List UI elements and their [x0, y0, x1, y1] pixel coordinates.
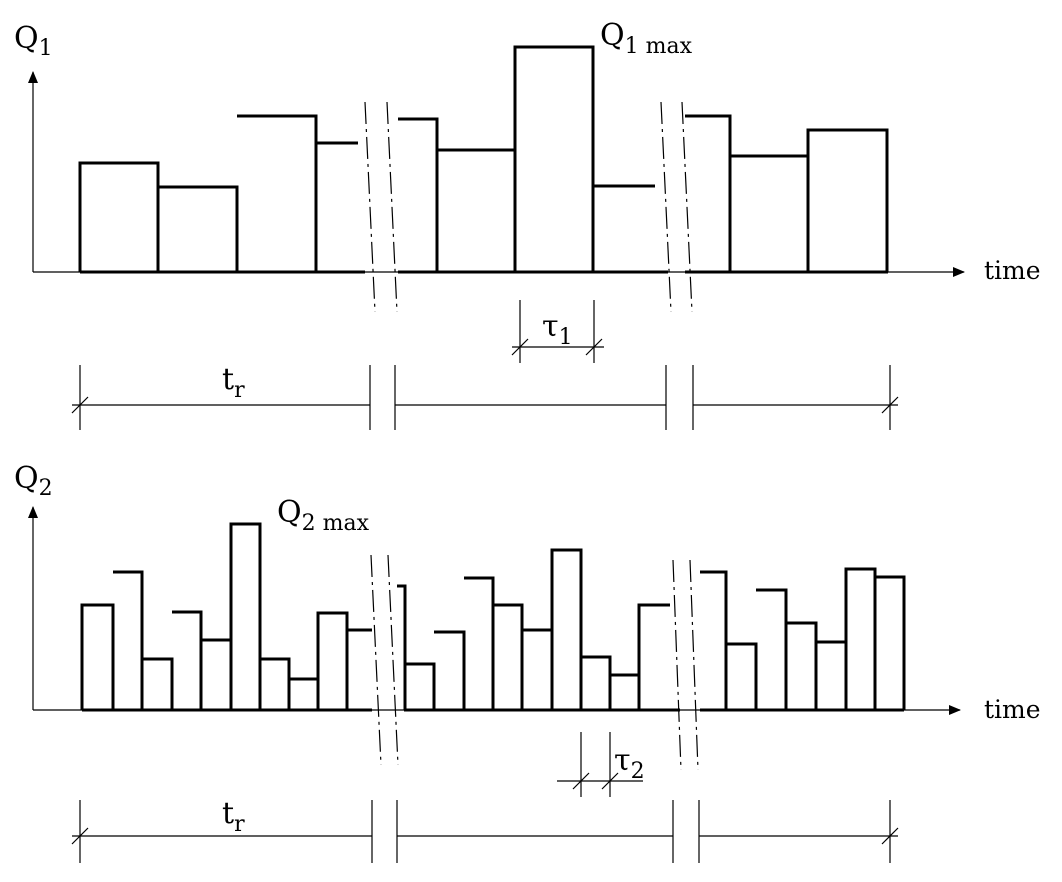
bottom-bar: [700, 570, 728, 710]
bottom-bar-max: [229, 522, 262, 710]
bottom-bar: [522, 628, 554, 710]
bottom-tr-label: tr: [222, 796, 245, 837]
bottom-bar: [756, 588, 788, 710]
top-bar: [158, 185, 239, 272]
bottom-break-line: [387, 554, 399, 766]
top-max-label: Q1 max: [600, 18, 693, 59]
bottom-tau-dimension: τ2: [557, 732, 645, 797]
bottom-bar: [80, 603, 115, 710]
bottom-bar: [172, 610, 203, 710]
top-x-axis-label: time: [984, 256, 1041, 285]
bottom-bar: [464, 576, 495, 710]
top-break-line: [681, 101, 693, 313]
bottom-bar: [637, 603, 670, 710]
top-bar-max: [513, 45, 595, 272]
bottom-bar: [397, 584, 407, 710]
top-tau-dimension: τ1: [511, 300, 604, 363]
bottom-bar: [875, 575, 906, 710]
bottom-bar: [786, 621, 818, 710]
top-bar: [237, 114, 318, 272]
bottom-bar: [201, 638, 233, 710]
top-bar: [806, 128, 889, 272]
bottom-tau-label: τ2: [614, 743, 645, 784]
bottom-bar: [260, 657, 291, 710]
bottom-bar: [142, 657, 174, 710]
bottom-bar: [316, 611, 349, 710]
top-bar: [398, 117, 439, 272]
top-break-line: [660, 101, 672, 313]
bottom-bar: [550, 548, 583, 710]
bottom-break-line: [370, 554, 382, 766]
bottom-break-line: [689, 559, 699, 771]
top-break-line: [364, 101, 376, 313]
bottom-break-line: [672, 559, 682, 771]
bottom-x-axis-label: time: [984, 695, 1041, 724]
bottom-bar: [434, 630, 466, 710]
top-panel: Q1 time Q1 max: [14, 18, 1041, 430]
bottom-bar: [405, 662, 436, 710]
bottom-bar: [289, 677, 320, 710]
top-tr-dimension: tr: [71, 362, 899, 430]
top-tau-label: τ1: [542, 309, 573, 350]
bottom-bar: [581, 655, 612, 710]
bottom-bar: [610, 673, 641, 710]
top-tr-label: tr: [222, 362, 245, 403]
bottom-bar: [493, 603, 524, 710]
bottom-bar: [726, 642, 758, 710]
bottom-panel: Q2 time Q2 max: [14, 461, 1041, 863]
top-bar: [78, 161, 160, 272]
top-break-line: [386, 101, 398, 313]
top-bar: [730, 154, 810, 272]
bottom-max-label: Q2 max: [277, 495, 370, 536]
top-y-axis-label: Q1: [14, 21, 53, 61]
top-bar: [685, 114, 732, 272]
top-bar: [437, 148, 517, 272]
bottom-bar: [816, 640, 848, 710]
bottom-bar: [113, 570, 144, 710]
bottom-tr-dimension: tr: [71, 796, 899, 863]
bottom-y-axis-label: Q2: [14, 461, 53, 501]
bottom-bar: [844, 567, 877, 710]
